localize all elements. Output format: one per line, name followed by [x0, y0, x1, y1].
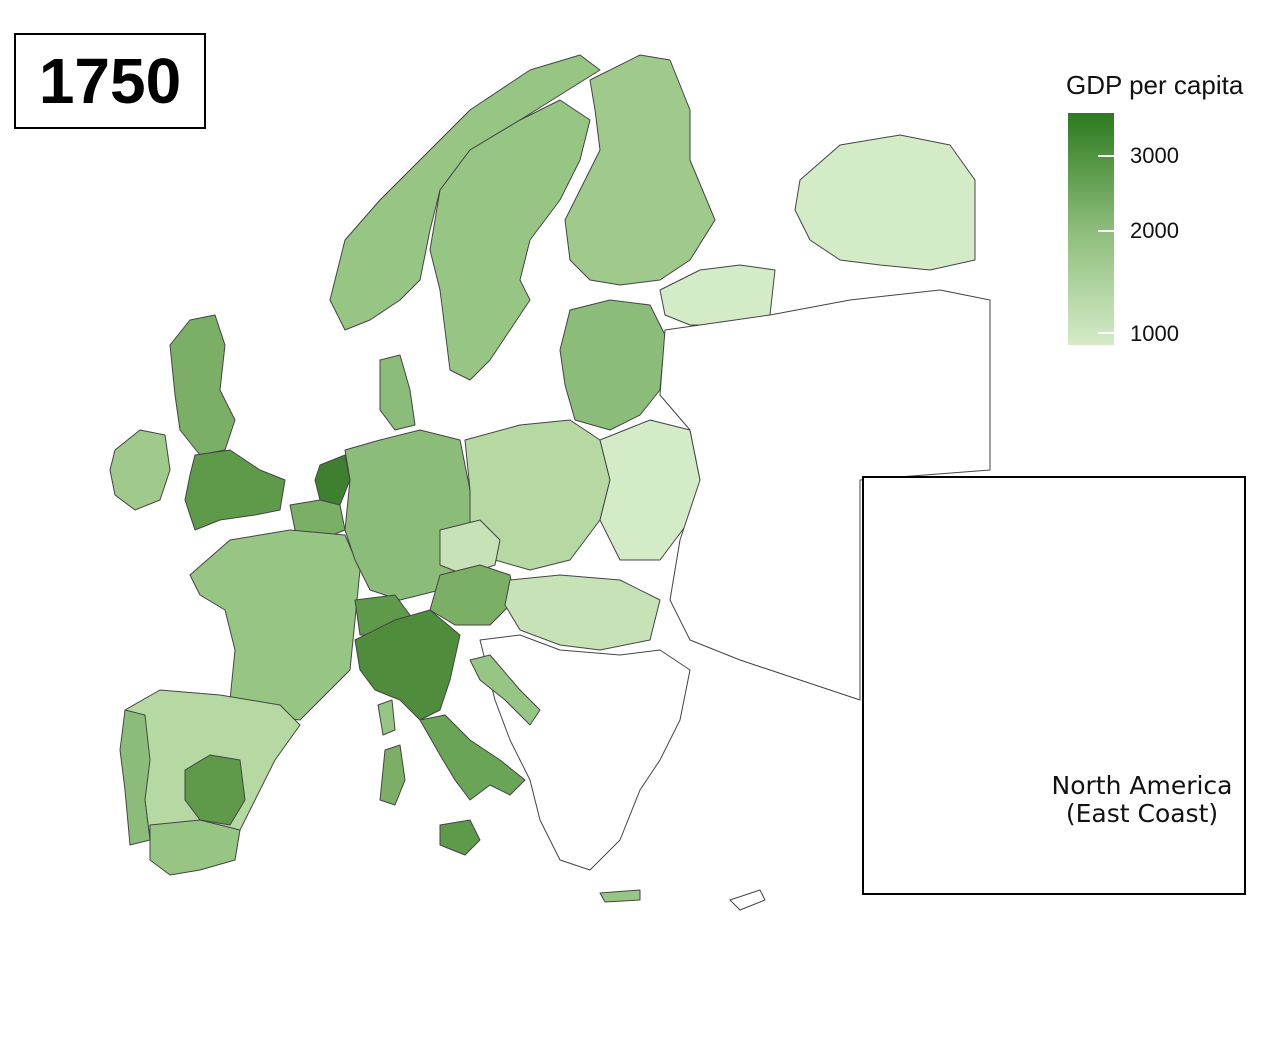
region-balkans — [479, 634, 691, 871]
region-sicily — [439, 819, 481, 856]
region-corsica — [377, 699, 396, 736]
region-baltics — [559, 299, 666, 431]
region-north-italy — [354, 609, 461, 721]
legend-label-3000: 3000 — [1130, 143, 1179, 168]
north-america-inset — [862, 476, 1246, 895]
region-cyprus — [729, 889, 766, 911]
legend-label-2000: 2000 — [1130, 218, 1179, 243]
region-stpetersburg — [659, 264, 776, 326]
region-south-italy — [419, 714, 526, 801]
legend-title: GDP per capita — [1066, 70, 1244, 100]
region-denmark — [379, 354, 416, 431]
region-ireland — [109, 429, 171, 511]
legend-label-1000: 1000 — [1130, 321, 1179, 346]
legend-tick-3000 — [1098, 155, 1114, 157]
inset-label: North America (East Coast) — [1040, 772, 1244, 828]
region-andalusia — [149, 819, 241, 876]
region-madrid — [184, 754, 246, 826]
region-crete — [599, 889, 641, 903]
region-norway — [329, 54, 601, 331]
region-karelia — [794, 134, 976, 271]
region-finland — [564, 54, 716, 286]
inset-label-line1: North America — [1051, 771, 1233, 800]
region-hungary — [504, 574, 661, 651]
region-england — [184, 449, 286, 531]
region-netherlands — [314, 454, 351, 506]
region-bohemia — [439, 519, 501, 576]
region-austria — [429, 564, 516, 626]
region-west-russia — [659, 289, 991, 701]
legend-color-scale — [1068, 113, 1114, 345]
legend-tick-1000 — [1098, 332, 1114, 334]
region-sardinia — [379, 744, 406, 806]
region-scotland — [169, 314, 236, 456]
legend-tick-2000 — [1098, 230, 1114, 232]
inset-label-line2: (East Coast) — [1065, 799, 1219, 828]
region-belarus — [599, 419, 701, 561]
region-portugal — [119, 709, 151, 846]
year-label: 1750 — [14, 33, 206, 129]
region-france — [189, 529, 361, 721]
region-sweden — [429, 99, 591, 381]
region-dalmatia — [469, 654, 541, 726]
